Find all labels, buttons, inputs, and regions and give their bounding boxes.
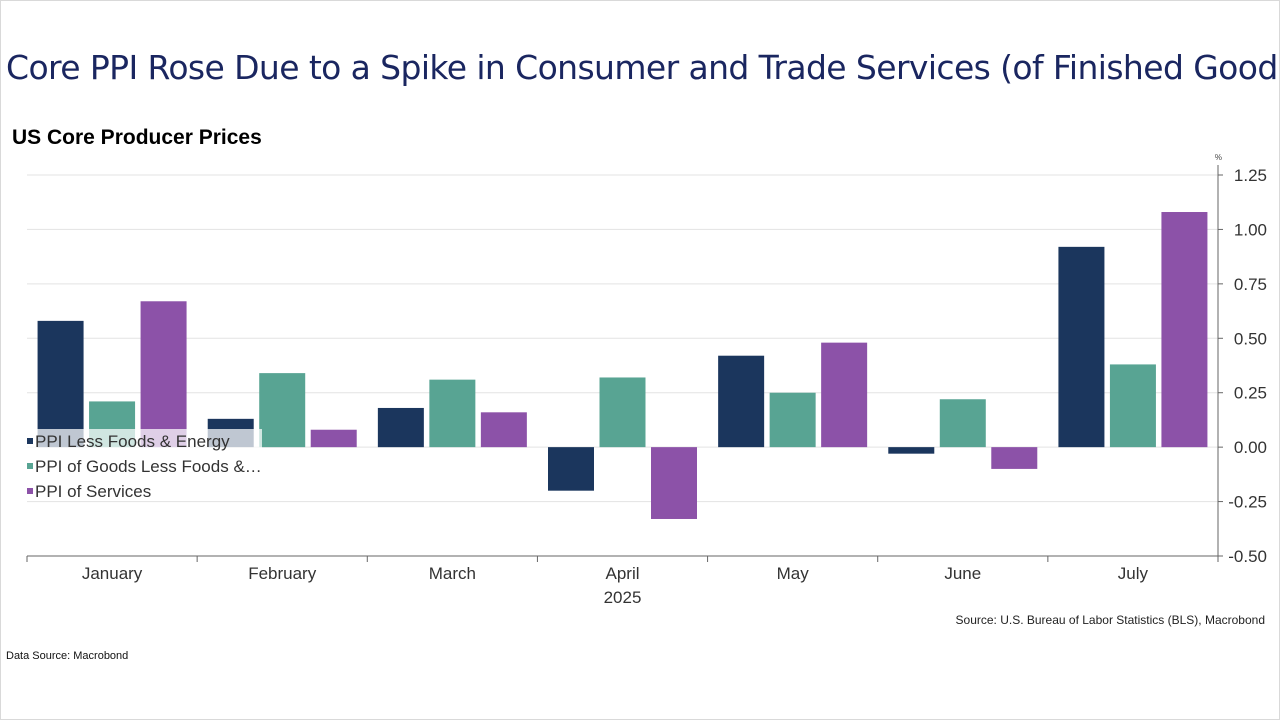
- y-tick-label: 0.75: [1234, 275, 1267, 294]
- y-tick-label: -0.50: [1228, 547, 1267, 566]
- bar: [1058, 246, 1105, 448]
- bar: [259, 373, 306, 448]
- y-tick-label: 0.00: [1234, 438, 1267, 457]
- bar: [599, 377, 646, 448]
- x-tick-label: July: [1118, 564, 1149, 583]
- legend-swatch: [27, 488, 33, 494]
- legend-swatch: [27, 463, 33, 469]
- x-tick-label: January: [82, 564, 143, 583]
- slide-title: Core PPI Rose Due to a Spike in Consumer…: [6, 48, 1280, 87]
- x-axis-label: 2025: [604, 588, 642, 607]
- bar: [140, 301, 187, 448]
- chart-legend: PPI Less Foods & Energy PPI of Goods Les…: [27, 429, 262, 504]
- x-tick-label: May: [777, 564, 810, 583]
- y-tick-label: 0.25: [1234, 384, 1267, 403]
- y-axis-unit: %: [1215, 153, 1222, 162]
- bar: [310, 429, 357, 448]
- bar: [1161, 212, 1208, 448]
- bar: [377, 407, 424, 448]
- bar: [480, 412, 527, 448]
- bar: [37, 320, 84, 448]
- legend-item-ppi-goods: PPI of Goods Less Foods &…: [27, 454, 262, 479]
- chart-title: US Core Producer Prices: [12, 126, 262, 149]
- x-tick-label: June: [944, 564, 981, 583]
- legend-label: PPI Less Foods & Energy: [35, 432, 230, 451]
- bar: [429, 379, 476, 448]
- legend-swatch: [27, 438, 33, 444]
- bar: [651, 447, 697, 519]
- legend-label: PPI of Goods Less Foods &…: [35, 457, 262, 476]
- y-tick-label: 0.50: [1234, 329, 1267, 348]
- legend-item-ppi-less-foods-energy: PPI Less Foods & Energy: [27, 429, 262, 454]
- bar: [769, 392, 816, 448]
- bar: [991, 447, 1038, 469]
- y-tick-label: 1.25: [1234, 166, 1267, 185]
- bar: [939, 399, 986, 448]
- bar: [718, 355, 765, 448]
- bar: [1109, 364, 1156, 448]
- data-source-note: Data Source: Macrobond: [6, 650, 129, 662]
- chart-source: Source: U.S. Bureau of Labor Statistics …: [955, 613, 1265, 627]
- bar: [888, 447, 935, 454]
- x-tick-label: February: [248, 564, 317, 583]
- bar: [821, 342, 868, 448]
- y-tick-label: 1.00: [1234, 220, 1267, 239]
- legend-item-ppi-services: PPI of Services: [27, 479, 262, 504]
- y-tick-label: -0.25: [1228, 493, 1267, 512]
- bar: [548, 447, 594, 491]
- x-tick-label: April: [605, 564, 639, 583]
- x-tick-label: March: [429, 564, 476, 583]
- legend-label: PPI of Services: [35, 482, 152, 501]
